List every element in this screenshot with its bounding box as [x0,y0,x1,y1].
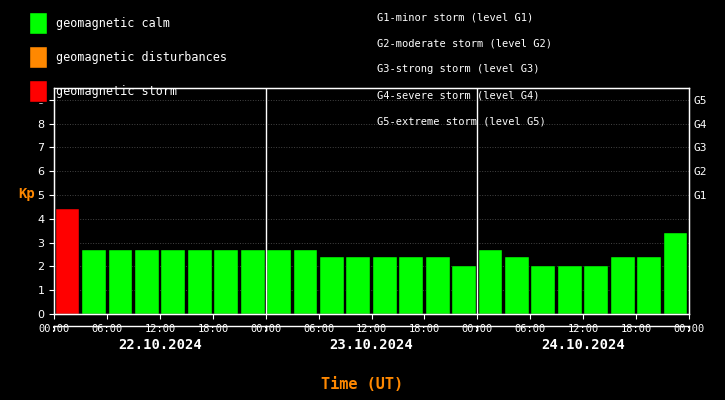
Text: G3-strong storm (level G3): G3-strong storm (level G3) [377,64,539,74]
Bar [294,250,318,314]
Y-axis label: Kp: Kp [18,187,35,201]
Bar [452,266,476,314]
Text: G5-extreme storm (level G5): G5-extreme storm (level G5) [377,116,546,126]
Bar [663,233,687,314]
Text: 24.10.2024: 24.10.2024 [541,338,625,352]
Text: geomagnetic storm: geomagnetic storm [56,84,177,98]
Bar [82,250,106,314]
Bar [637,257,661,314]
Text: geomagnetic disturbances: geomagnetic disturbances [56,50,227,64]
Text: 22.10.2024: 22.10.2024 [118,338,202,352]
Bar [373,257,397,314]
Bar [135,250,159,314]
Bar [109,250,133,314]
Text: 23.10.2024: 23.10.2024 [330,338,413,352]
Text: G1-minor storm (level G1): G1-minor storm (level G1) [377,12,534,22]
Bar [267,250,291,314]
Bar [347,257,370,314]
Bar [505,257,529,314]
Bar [241,250,265,314]
Bar [478,250,502,314]
Bar [558,266,581,314]
Bar [56,209,80,314]
Bar [188,250,212,314]
Bar [584,266,608,314]
Text: G2-moderate storm (level G2): G2-moderate storm (level G2) [377,38,552,48]
Bar [610,257,634,314]
Bar [426,257,450,314]
Text: G4-severe storm (level G4): G4-severe storm (level G4) [377,90,539,100]
Bar [215,250,238,314]
Text: geomagnetic calm: geomagnetic calm [56,16,170,30]
Bar [320,257,344,314]
Bar [399,257,423,314]
Text: Time (UT): Time (UT) [321,377,404,392]
Bar [531,266,555,314]
Bar [162,250,185,314]
